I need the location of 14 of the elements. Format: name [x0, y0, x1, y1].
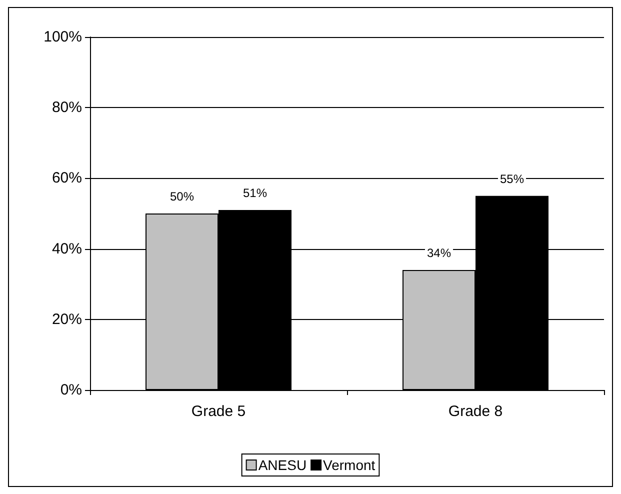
data-label: 34%	[426, 246, 452, 260]
legend-label: Vermont	[323, 457, 376, 473]
y-tick-label: 100%	[44, 28, 82, 46]
data-label: 55%	[500, 172, 524, 186]
y-tick-label: 40%	[52, 240, 82, 258]
data-label: 50%	[170, 190, 194, 204]
y-tick-label: 0%	[60, 382, 82, 398]
legend-label: ANESU	[258, 457, 307, 473]
data-label: 51%	[242, 186, 268, 200]
x-tick-label: Grade 8	[448, 403, 503, 420]
y-tick-label: 20%	[52, 310, 82, 328]
y-tick-label: 80%	[52, 99, 82, 116]
y-tick-label: 60%	[52, 170, 82, 187]
x-tick-label: Grade 5	[191, 403, 246, 420]
